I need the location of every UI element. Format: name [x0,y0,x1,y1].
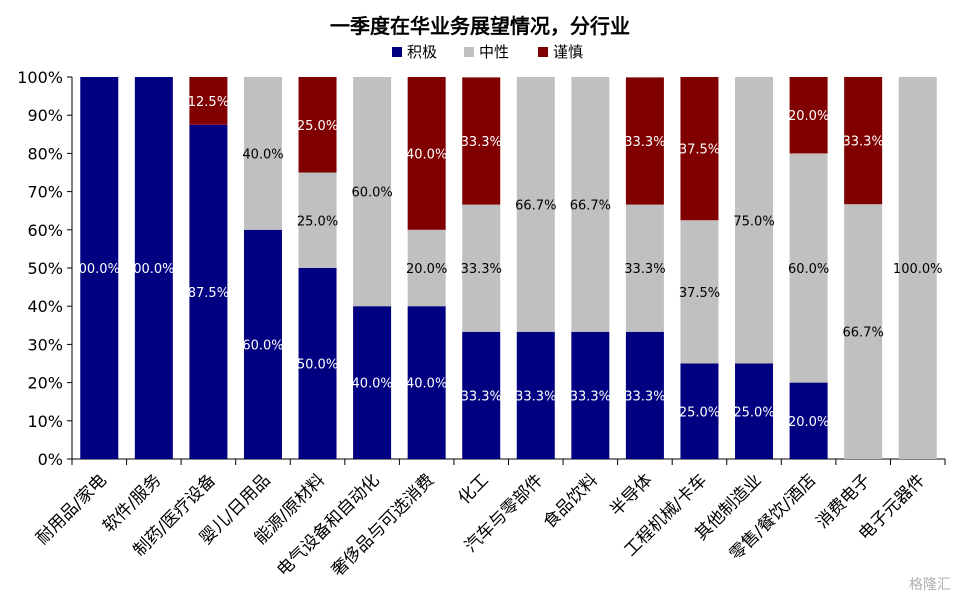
bar-segment [516,331,555,459]
data-label: 20.0% [788,109,829,124]
data-label: 40.0% [406,147,447,162]
data-label: 12.5% [188,95,229,110]
data-label: 33.3% [624,389,665,404]
data-label: 33.3% [461,135,502,150]
data-label: 75.0% [733,214,774,229]
chart-title: 一季度在华业务展望情况，分行业 [330,14,630,38]
data-label: 33.3% [515,389,556,404]
bar-segment [789,382,828,459]
data-label: 37.5% [679,143,720,158]
bar-segment [735,363,774,459]
data-label: 87.5% [188,286,229,301]
data-label: 25.0% [679,405,720,420]
legend-swatch [464,47,474,57]
bar-segment [625,331,664,459]
data-label: 66.7% [843,326,884,341]
bar-segment [353,77,392,307]
bar-segment [680,220,719,364]
bar-segment [462,77,501,205]
legend-swatch [392,47,402,57]
bar-segment [789,77,828,154]
data-label: 33.3% [570,389,611,404]
y-tick-label: 40% [27,297,63,316]
data-label: 100.0% [893,262,943,277]
data-label: 20.0% [788,415,829,430]
bar-segment [625,204,664,332]
data-label: 66.7% [570,198,611,213]
y-tick-label: 90% [27,106,63,125]
y-tick-label: 50% [27,259,63,278]
x-tick-label: 食品饮料 [540,470,602,532]
bar-segment [298,172,337,268]
bar-segment [407,306,446,459]
data-label: 33.3% [461,389,502,404]
data-label: 00.0% [133,262,174,277]
data-label: 25.0% [297,214,338,229]
bar-segment [298,77,337,173]
bar-segment [353,306,392,459]
bar-segment [898,77,937,459]
data-label: 60.0% [788,262,829,277]
bar-segment [789,153,828,383]
data-label: 37.5% [679,286,720,301]
data-label: 00.0% [79,262,120,277]
bar-segment [844,204,883,459]
bar-segment [407,77,446,230]
bar-segment [680,77,719,221]
bar-segment [844,77,883,205]
bar-segment [243,77,282,230]
y-tick-label: 70% [27,183,63,202]
y-tick-label: 0% [38,450,63,469]
y-tick-label: 20% [27,374,63,393]
x-tick-label: 耐用品/家电 [33,470,111,548]
data-label: 33.3% [843,135,884,150]
data-label: 60.0% [242,338,283,353]
watermark: 格隆汇 [909,577,951,593]
x-tick-label: 奢侈品与可选消费 [328,470,438,580]
x-tick-label: 半导体 [606,470,656,520]
bar-segment [571,331,610,459]
legend: 积极 中性 谨慎 [392,43,583,61]
data-label: 33.3% [624,135,665,150]
bar-segment [189,124,228,459]
legend-label: 积极 [407,43,437,61]
plot-area: 0% 10% 20% 30% 40% 50% 60% 70% 80% 90% 100% 00.0% 耐用… [17,68,946,581]
data-label: 66.7% [515,198,556,213]
bar-segment [735,77,774,364]
data-label: 25.0% [297,119,338,134]
y-tick-label: 100% [17,68,63,87]
x-tick-label: 化工 [455,470,493,508]
data-label: 33.3% [461,262,502,277]
bar-segment [462,331,501,459]
legend-label: 中性 [479,43,509,61]
data-label: 25.0% [733,405,774,420]
bar-segment [298,268,337,459]
data-label: 33.3% [624,262,665,277]
legend-label: 谨慎 [553,43,583,61]
bar-segment [516,77,555,332]
legend-swatch [538,47,548,57]
bar-segment [571,77,610,332]
bar-segment [80,77,119,459]
bar-segment [625,77,664,205]
y-tick-label: 30% [27,335,63,354]
bar-segment [134,77,173,459]
y-tick-label: 80% [27,144,63,163]
bar-segment [680,363,719,459]
data-label: 60.0% [351,186,392,201]
data-label: 40.0% [242,147,283,162]
bar-segment [462,204,501,332]
x-tick-label: 电气设备和自动化 [273,470,383,580]
bar-segment [243,229,282,459]
data-label: 40.0% [406,377,447,392]
data-label: 20.0% [406,262,447,277]
y-tick-label: 10% [27,412,63,431]
data-label: 40.0% [351,377,392,392]
y-tick-label: 60% [27,221,63,240]
data-label: 50.0% [297,358,338,373]
bar-segment [407,229,446,307]
bar-segment [189,77,228,125]
